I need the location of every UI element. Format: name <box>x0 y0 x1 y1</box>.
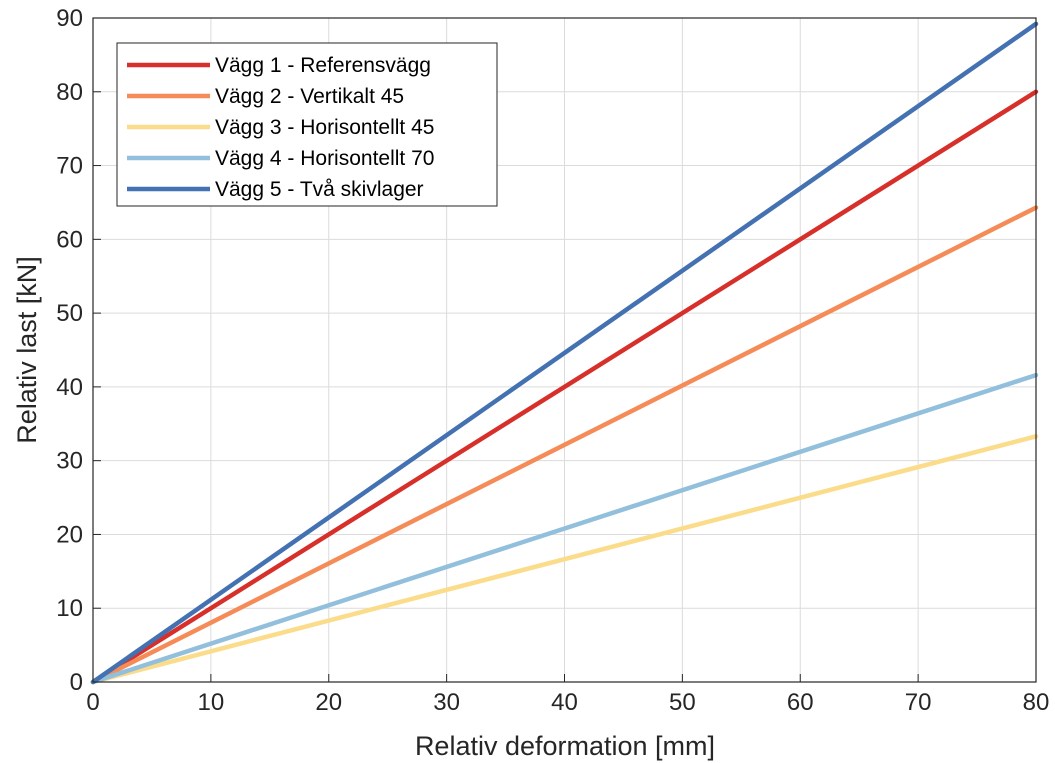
x-axis-title: Relativ deformation [mm] <box>415 731 715 761</box>
legend-label-1: Vägg 1 - Referensvägg <box>215 54 431 77</box>
x-tick-label: 30 <box>433 689 460 716</box>
y-tick-label: 50 <box>56 300 83 327</box>
y-tick-label: 40 <box>56 374 83 401</box>
x-tick-label: 40 <box>551 689 578 716</box>
series-line-5 <box>90 21 1039 685</box>
legend-label-5: Vägg 5 - Två skivlager <box>215 178 424 201</box>
y-tick-label: 10 <box>56 595 83 622</box>
x-tick-label: 0 <box>86 689 99 716</box>
legend-label-2: Vägg 2 - Vertikalt 45 <box>215 85 404 108</box>
x-tick-label: 80 <box>1023 689 1050 716</box>
x-tick-label: 10 <box>198 689 225 716</box>
y-tick-label: 90 <box>56 5 83 32</box>
y-tick-label: 70 <box>56 153 83 180</box>
legend-label-4: Vägg 4 - Horisontellt 70 <box>215 147 434 170</box>
y-axis-ticks: 0 10 20 30 40 50 60 70 80 90 <box>56 5 101 696</box>
x-axis-ticks: 0 10 20 30 40 50 60 70 80 <box>86 674 1049 716</box>
y-tick-label: 80 <box>56 79 83 106</box>
y-tick-label: 20 <box>56 521 83 548</box>
legend: Vägg 1 - Referensvägg Vägg 2 - Vertikalt … <box>116 42 498 207</box>
y-tick-label: 30 <box>56 448 83 475</box>
series-line-4 <box>90 372 1039 685</box>
x-tick-label: 20 <box>315 689 342 716</box>
series-line-2 <box>90 205 1039 685</box>
y-tick-label: 60 <box>56 226 83 253</box>
x-tick-label: 50 <box>669 689 696 716</box>
x-tick-label: 70 <box>905 689 932 716</box>
legend-label-3: Vägg 3 - Horisontellt 45 <box>215 116 434 139</box>
series-line-1 <box>90 89 1039 685</box>
y-tick-label: 0 <box>70 669 83 696</box>
x-tick-label: 60 <box>787 689 814 716</box>
series-group <box>90 21 1039 685</box>
series-line-3 <box>90 434 1039 685</box>
legend-box <box>116 42 498 207</box>
y-axis-title: Relativ last [kN] <box>12 256 42 444</box>
